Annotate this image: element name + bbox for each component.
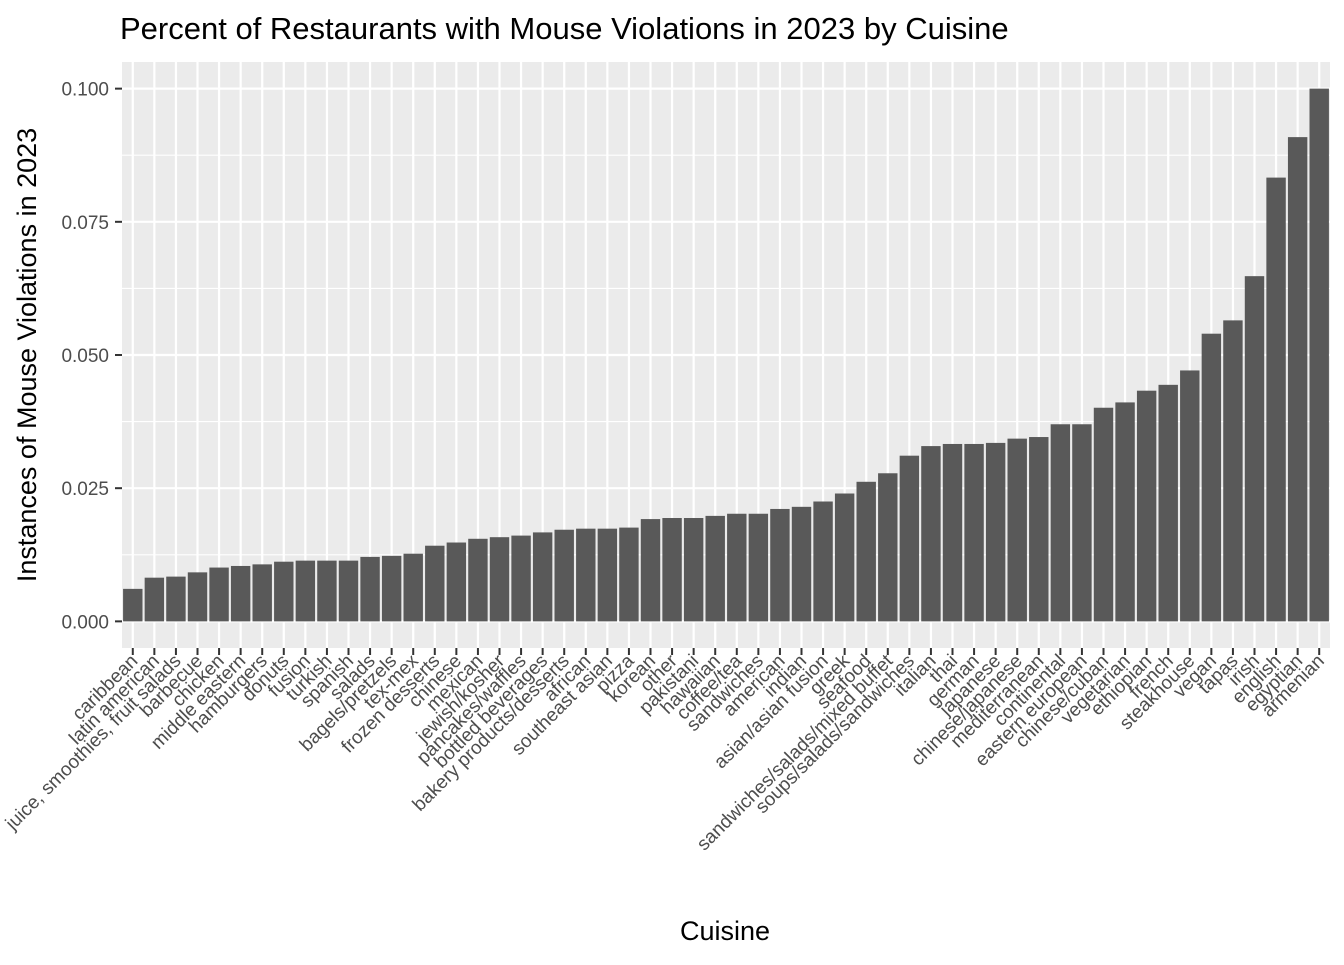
bar xyxy=(985,442,1006,622)
bar xyxy=(360,556,380,622)
y-tick-label: 0.100 xyxy=(61,80,109,101)
bar xyxy=(123,588,143,622)
bar xyxy=(921,446,941,622)
bar xyxy=(554,529,574,622)
bar xyxy=(662,518,682,622)
bar xyxy=(834,493,855,622)
bar xyxy=(230,565,251,622)
bar xyxy=(878,473,898,622)
bar xyxy=(489,537,510,622)
y-tick-label: 0.000 xyxy=(61,612,109,633)
bar xyxy=(403,553,423,622)
bar xyxy=(942,443,963,622)
bar xyxy=(770,508,790,622)
bar xyxy=(532,532,553,622)
bar xyxy=(640,519,661,622)
y-tick-label: 0.075 xyxy=(61,213,109,234)
bar xyxy=(511,535,531,622)
bar xyxy=(1244,276,1265,622)
bar xyxy=(1050,424,1071,622)
bar xyxy=(1072,424,1092,622)
bar xyxy=(274,561,294,622)
bar xyxy=(748,513,769,622)
bar xyxy=(252,564,272,622)
bar xyxy=(187,572,208,622)
bar xyxy=(209,567,229,622)
bar xyxy=(856,481,876,622)
bar xyxy=(619,527,639,622)
bar xyxy=(1007,438,1027,622)
bar xyxy=(791,506,812,622)
bar xyxy=(1029,437,1049,622)
bar xyxy=(1180,370,1200,622)
bar xyxy=(425,545,445,622)
bar xyxy=(597,528,618,622)
bar xyxy=(964,443,984,622)
x-axis-title: Cuisine xyxy=(680,916,770,946)
bar xyxy=(727,513,747,622)
bars xyxy=(123,88,1329,622)
bar xyxy=(1309,88,1329,622)
bar xyxy=(1266,177,1286,622)
bar xyxy=(1223,320,1243,622)
y-axis: 0.000 0.025 0.050 0.075 0.100 xyxy=(61,80,122,633)
bar xyxy=(705,515,725,622)
bar xyxy=(381,555,402,622)
bar xyxy=(1115,402,1135,622)
bar xyxy=(338,560,359,622)
bar xyxy=(1136,390,1157,622)
y-tick-label: 0.025 xyxy=(61,479,109,500)
bar xyxy=(899,455,920,622)
bar xyxy=(295,560,316,622)
bar xyxy=(144,577,165,622)
bar xyxy=(1093,407,1114,622)
y-tick-label: 0.050 xyxy=(61,346,109,367)
bar xyxy=(446,542,467,622)
bar xyxy=(1287,137,1308,622)
bar xyxy=(683,518,704,622)
bar xyxy=(166,576,186,622)
bar xyxy=(468,538,488,622)
bar xyxy=(1158,384,1178,622)
bar xyxy=(1201,333,1222,622)
chart-title: Percent of Restaurants with Mouse Violat… xyxy=(120,11,1009,46)
y-axis-title: Instances of Mouse Violations in 2023 xyxy=(12,128,42,582)
bar xyxy=(317,560,337,622)
bar xyxy=(576,528,596,622)
bar xyxy=(813,501,833,622)
